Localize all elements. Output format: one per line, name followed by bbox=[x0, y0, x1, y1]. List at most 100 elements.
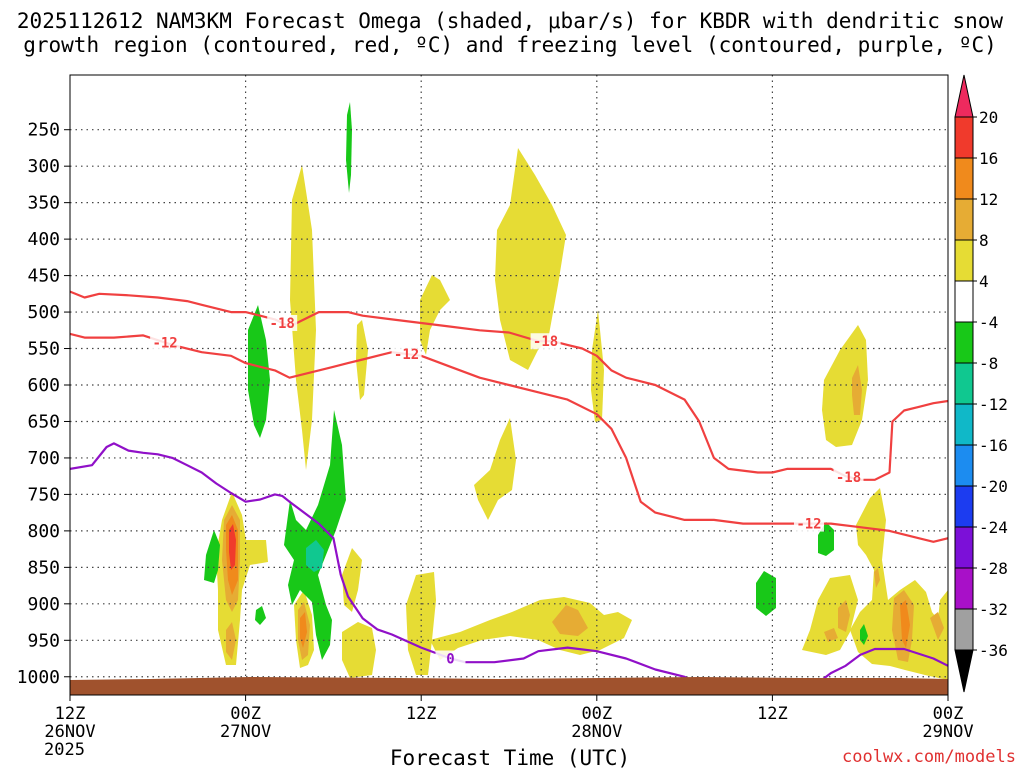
ground-surface bbox=[70, 677, 948, 695]
omega-region bbox=[824, 628, 838, 642]
y-tick-label: 800 bbox=[27, 521, 60, 542]
y-tick-label: 750 bbox=[27, 484, 60, 505]
colorbar-top-arrow bbox=[954, 74, 974, 118]
colorbar-label: 8 bbox=[979, 231, 989, 250]
pressure-axis: 250 300 350 400 450 500 550 600 650 700 750 800 850 9… bbox=[17, 120, 70, 688]
omega-region bbox=[552, 605, 588, 636]
x-tick-label: 26NOV bbox=[44, 722, 95, 742]
colorbar-swatch bbox=[954, 403, 974, 446]
omega-region bbox=[852, 365, 862, 415]
omega-region bbox=[300, 612, 307, 648]
contour-label-background bbox=[391, 346, 422, 362]
x-tick-label: 12Z bbox=[406, 704, 437, 724]
omega-region bbox=[900, 600, 910, 648]
omega-colorbar: 20 16 12 8 4 -4 -8 -12 -16 -20 -24 -28 -32 -36 bbox=[954, 74, 1008, 693]
omega-region bbox=[430, 597, 632, 660]
omega-region bbox=[306, 540, 324, 572]
omega-region bbox=[874, 568, 880, 588]
omega-region bbox=[342, 622, 376, 678]
colorbar-label: -16 bbox=[979, 436, 1008, 455]
watermark: coolwx.com/models bbox=[842, 747, 1016, 767]
y-tick-label: 650 bbox=[27, 411, 60, 432]
colorbar-swatch bbox=[954, 116, 974, 159]
x-tick-label: 29NOV bbox=[922, 722, 973, 742]
x-tick-label: 00Z bbox=[581, 704, 612, 724]
omega-region bbox=[216, 492, 268, 665]
y-tick-label: 350 bbox=[27, 193, 60, 214]
contour-label-background bbox=[833, 468, 864, 485]
y-tick-label: 900 bbox=[27, 594, 60, 615]
colorbar-label: -4 bbox=[979, 313, 998, 332]
contour-label: -12 bbox=[152, 336, 177, 352]
contour-label: -18 bbox=[533, 334, 558, 350]
x-tick-label: 2025 bbox=[44, 740, 85, 760]
colorbar-label: 16 bbox=[979, 149, 998, 168]
y-tick-label: 850 bbox=[27, 557, 60, 578]
y-tick-label: 550 bbox=[27, 339, 60, 360]
colorbar-label: -24 bbox=[979, 518, 1008, 537]
chart-title-line-1: 2025112612 NAM3KM Forecast Omega (shaded… bbox=[17, 9, 1004, 33]
omega-region bbox=[802, 575, 858, 655]
contour-label-background bbox=[267, 315, 298, 331]
colorbar-label: 20 bbox=[979, 108, 998, 127]
colorbar-swatch bbox=[954, 280, 974, 323]
x-tick-label: 00Z bbox=[230, 704, 261, 724]
colorbar-swatch bbox=[954, 362, 974, 405]
colorbar-label: -32 bbox=[979, 600, 1008, 619]
colorbar-swatch bbox=[954, 157, 974, 200]
y-tick-label: 500 bbox=[27, 302, 60, 323]
omega-region bbox=[284, 410, 346, 660]
x-tick-label: 28NOV bbox=[571, 722, 622, 742]
omega-region bbox=[850, 488, 948, 680]
y-tick-label: 250 bbox=[27, 120, 60, 141]
omega-region bbox=[204, 530, 220, 583]
y-tick-label: 400 bbox=[27, 229, 60, 250]
omega-region bbox=[420, 275, 450, 355]
contour-label: -18 bbox=[270, 316, 295, 332]
colorbar-label: -28 bbox=[979, 559, 1008, 578]
colorbar-swatch bbox=[954, 198, 974, 241]
contour-label-background bbox=[530, 333, 561, 350]
y-tick-label: 450 bbox=[27, 266, 60, 287]
omega-region bbox=[346, 102, 352, 193]
colorbar-label: -8 bbox=[979, 354, 998, 373]
colorbar-label: -36 bbox=[979, 641, 1008, 660]
omega-region bbox=[229, 524, 236, 570]
y-tick-label: 1000 bbox=[17, 667, 60, 688]
colorbar-swatch bbox=[954, 526, 974, 569]
contour-label: -12 bbox=[394, 347, 419, 363]
colorbar-label: -12 bbox=[979, 395, 1008, 414]
x-tick-label: 12Z bbox=[757, 704, 788, 724]
colorbar-swatch bbox=[954, 567, 974, 610]
colorbar-bottom-arrow bbox=[954, 649, 974, 693]
x-tick-label: 00Z bbox=[933, 704, 964, 724]
x-tick-label: 12Z bbox=[55, 704, 86, 724]
omega-region bbox=[255, 606, 266, 625]
omega-shading bbox=[204, 102, 948, 680]
contour-label: -18 bbox=[836, 470, 861, 486]
colorbar-swatch bbox=[954, 321, 974, 364]
contour-label: -12 bbox=[796, 517, 821, 533]
omega-region bbox=[248, 305, 270, 438]
y-tick-label: 950 bbox=[27, 630, 60, 651]
colorbar-swatch bbox=[954, 608, 974, 651]
contour-label: 0 bbox=[446, 652, 454, 668]
omega-region bbox=[290, 165, 316, 470]
colorbar-label: -20 bbox=[979, 477, 1008, 496]
omega-region bbox=[838, 600, 850, 632]
colorbar-label: 12 bbox=[979, 190, 998, 209]
omega-region bbox=[756, 571, 776, 616]
omega-region bbox=[495, 148, 566, 370]
contour-label-background bbox=[150, 334, 181, 351]
x-tick-label: 27NOV bbox=[220, 722, 271, 742]
chart-title-line-2: growth region (contoured, red, ºC) and f… bbox=[23, 33, 997, 57]
omega-region bbox=[822, 325, 868, 447]
contour-label-background bbox=[793, 515, 824, 532]
colorbar-swatch bbox=[954, 239, 974, 282]
colorbar-label: 4 bbox=[979, 272, 989, 291]
y-tick-label: 700 bbox=[27, 448, 60, 469]
colorbar-swatch bbox=[954, 444, 974, 487]
